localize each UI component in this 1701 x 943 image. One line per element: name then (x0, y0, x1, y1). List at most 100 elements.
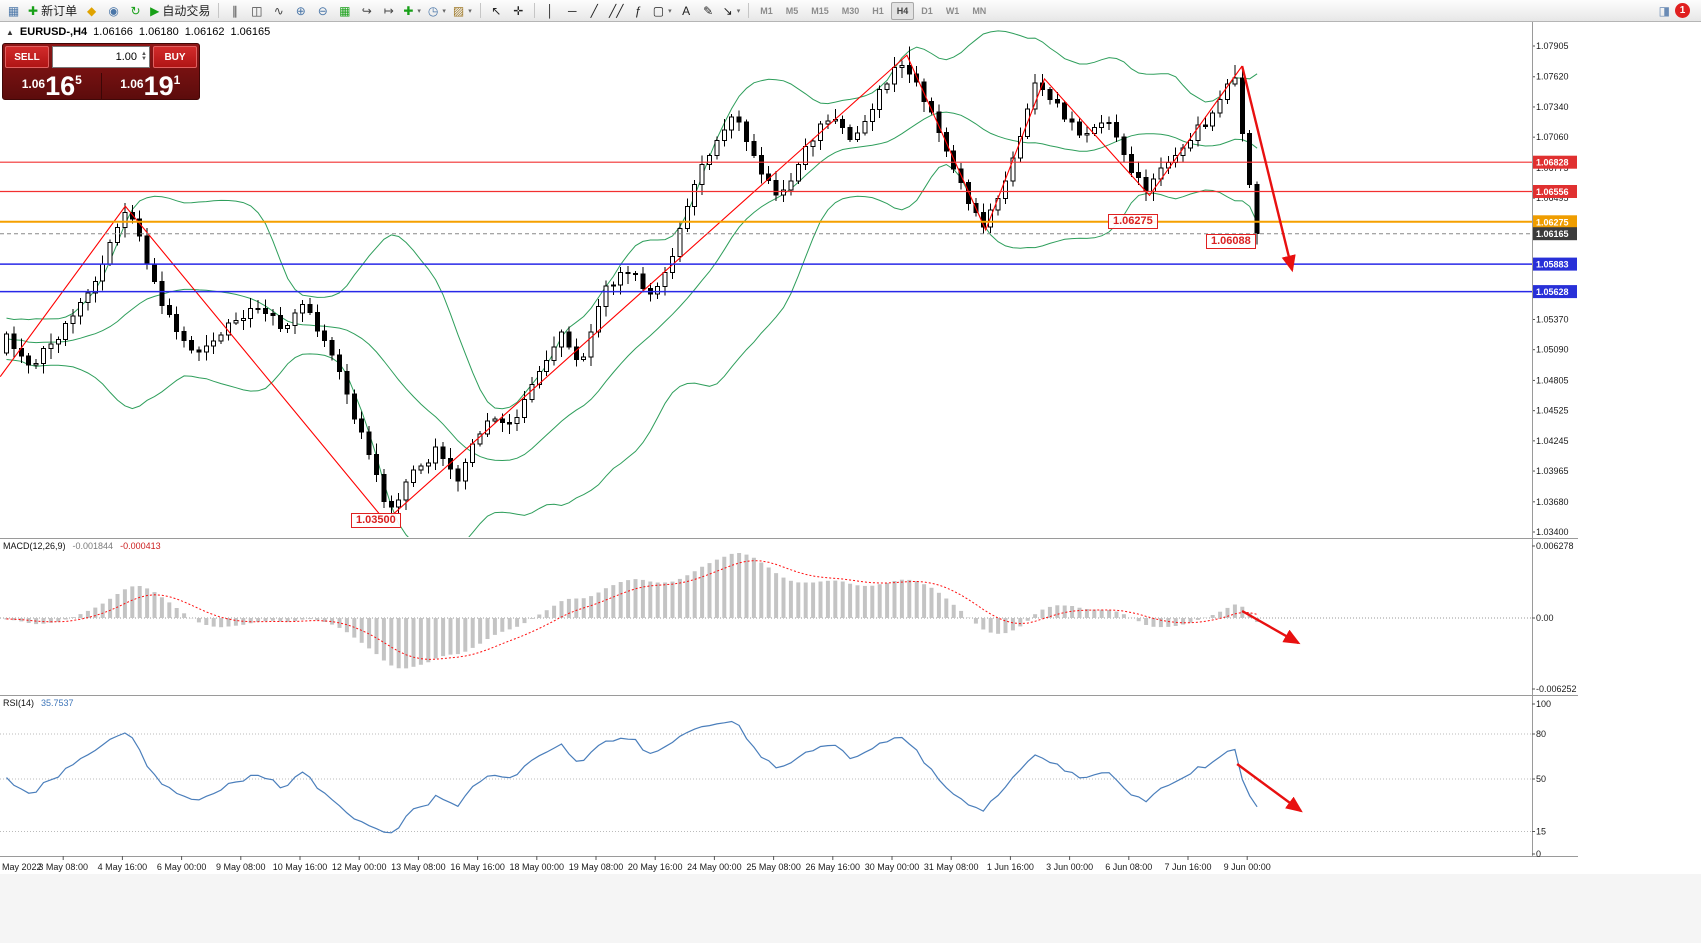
candle-body (300, 304, 305, 314)
line-chart-icon: ∿ (273, 3, 284, 18)
sell-price[interactable]: 1.06165 (21, 71, 82, 101)
volume-input[interactable]: 1.00 ▲ ▼ (52, 46, 150, 68)
time-axis-label: 4 May 16:00 (98, 862, 148, 872)
price-axis-label: 1.03965 (1536, 466, 1569, 476)
sell-button[interactable]: SELL (5, 46, 49, 68)
new-order-button[interactable]: ✚ 新订单 (25, 1, 80, 20)
shapes-button[interactable]: ▢ ▾ (650, 1, 675, 20)
main-trend-arrow[interactable] (1240, 65, 1296, 273)
timeframe-D1[interactable]: D1 (915, 2, 939, 20)
macd-signal-value: -0.000413 (120, 541, 161, 551)
chart-window-button[interactable]: ▦ (3, 1, 24, 20)
text-label-button[interactable]: ✎ (698, 1, 719, 20)
candle-body (1077, 121, 1082, 136)
horizontal-line-button[interactable]: ─ (562, 1, 583, 20)
text-icon: A (682, 3, 691, 18)
auto-trading-button[interactable]: ▶ 自动交易 (147, 1, 213, 20)
macd-indicator-label: MACD(12,26,9) -0.001844 -0.000413 (3, 541, 161, 551)
bar-chart-button[interactable]: ∥ (224, 1, 245, 20)
notification-badge[interactable]: 1 (1675, 3, 1690, 18)
candlestick-chart-icon: ◫ (251, 3, 263, 18)
timeframe-M15[interactable]: M15 (805, 2, 835, 20)
volume-up-icon[interactable]: ▲ (141, 51, 147, 57)
tile-windows-button[interactable]: ▦ (334, 1, 355, 20)
price-axis-label: 1.04245 (1536, 436, 1569, 446)
dropdown-caret-icon: ▾ (736, 7, 741, 15)
chart-expander-icon[interactable]: ▲ (6, 27, 14, 37)
channel-button[interactable]: ╱╱ (606, 1, 627, 20)
timeframe-H1[interactable]: H1 (866, 2, 890, 20)
time-axis-label: 3 May 08:00 (38, 862, 88, 872)
auto-scroll-button[interactable]: ↪ (356, 1, 377, 20)
candle-body (211, 340, 217, 347)
rsi-trend-arrow[interactable] (1236, 763, 1303, 813)
chart-shift-button[interactable]: ↦ (378, 1, 399, 20)
market-watch-icon: ◉ (108, 3, 119, 18)
fibonacci-button[interactable]: ƒ (628, 1, 649, 20)
candle-body (707, 155, 712, 165)
chart-area[interactable]: 1.079051.076201.073401.070601.067751.064… (0, 22, 1701, 943)
chart-shift-icon: ↦ (383, 3, 394, 18)
candle-body (1099, 122, 1105, 129)
candle-body (285, 324, 291, 330)
time-axis-label: 12 May 00:00 (332, 862, 387, 872)
zoom-in-button[interactable]: ⊕ (290, 1, 311, 20)
strategy-tester-button[interactable]: ↻ (125, 1, 146, 20)
timeframe-W1[interactable]: W1 (940, 2, 966, 20)
indicators-button[interactable]: ✚ ▾ (400, 1, 424, 20)
buy-button[interactable]: BUY (153, 46, 197, 68)
zigzag-trendline[interactable] (0, 54, 1243, 522)
candle-body (78, 301, 83, 317)
timeframe-MN[interactable]: MN (966, 2, 992, 20)
ohlc-high: 1.06180 (138, 26, 179, 38)
price-annotation[interactable]: 1.03500 (351, 513, 401, 528)
volume-down-icon[interactable]: ▼ (141, 56, 147, 62)
new-order-icon: ✚ (28, 3, 39, 18)
line-chart-button[interactable]: ∿ (268, 1, 289, 20)
price-annotation[interactable]: 1.06088 (1206, 234, 1256, 249)
time-axis-label: 10 May 16:00 (273, 862, 328, 872)
candle-body (388, 500, 394, 508)
candle-body (411, 469, 416, 483)
buy-price[interactable]: 1.06191 (120, 71, 181, 101)
timeframe-M5[interactable]: M5 (780, 2, 805, 20)
candle-body (122, 212, 128, 229)
market-watch-button[interactable]: ◉ (103, 1, 124, 20)
candle-body (48, 343, 54, 350)
candle-body (440, 446, 446, 459)
volume-value: 1.00 (115, 51, 138, 63)
templates-button[interactable]: ▨ ▾ (450, 1, 475, 20)
price-chart-canvas[interactable]: 1.079051.076201.073401.070601.067751.064… (0, 22, 1701, 943)
horizontal-levels: 1.06828 1.06556 1.06275 1.06165 1.05883 1.056… (0, 155, 1577, 299)
cursor-button[interactable]: ↖ (486, 1, 507, 20)
timeframe-M30[interactable]: M30 (836, 2, 866, 20)
candlestick-chart-button[interactable]: ◫ (246, 1, 267, 20)
candle-body (115, 227, 120, 244)
candle-body (129, 212, 135, 220)
macd-trend-arrow[interactable] (1241, 609, 1301, 645)
toolbar-separator (748, 3, 750, 18)
candle-body (329, 339, 335, 356)
candle-body (1003, 180, 1008, 200)
price-annotation[interactable]: 1.06275 (1108, 214, 1158, 229)
ohlc-open: 1.06166 (93, 26, 133, 38)
vertical-line-button[interactable]: │ (540, 1, 561, 20)
periods-icon: ◷ (427, 3, 439, 18)
ohlc-low: 1.06162 (184, 26, 225, 38)
metaeditor-button[interactable]: ◆ (81, 1, 102, 20)
crosshair-button[interactable]: ✛ (508, 1, 529, 20)
candle-body (1210, 112, 1216, 127)
candle-body (603, 285, 609, 307)
price-axis-label: 1.03400 (1536, 527, 1569, 537)
news-icon[interactable]: ◨ (1658, 3, 1670, 18)
text-button[interactable]: A (676, 1, 697, 20)
periods-button[interactable]: ◷ ▾ (425, 1, 449, 20)
arrows-button[interactable]: ↘ ▾ (720, 1, 744, 20)
timeframe-H4[interactable]: H4 (890, 1, 915, 20)
timeframe-M1[interactable]: M1 (754, 2, 779, 20)
zoom-out-button[interactable]: ⊖ (312, 1, 333, 20)
trendline-button[interactable]: ╱ (584, 1, 605, 20)
price-axis-label: 1.07060 (1536, 132, 1569, 142)
candle-body (566, 331, 572, 348)
